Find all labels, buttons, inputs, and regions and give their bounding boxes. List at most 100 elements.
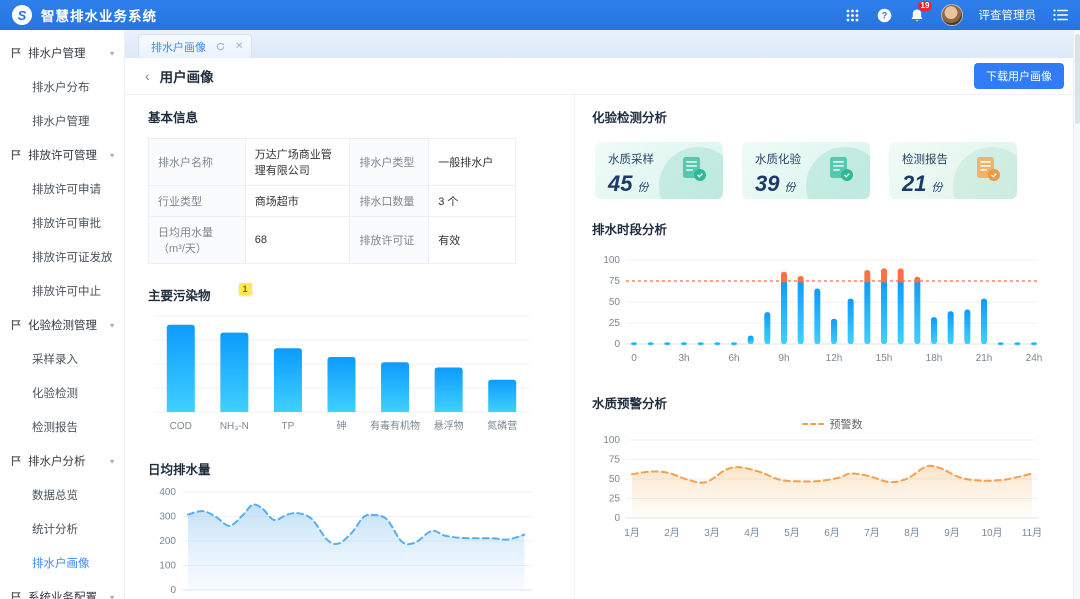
basic-info-table: 排水户名称 万达广场商业管理有限公司 排水户类型 一般排水户 行业类型 商场超市 排水口数量… bbox=[148, 138, 516, 264]
card-value: 21 份 bbox=[902, 171, 943, 196]
pollutants-chart: COD NH₃-N TP 砷 有毒有机物 悬浮物 氮磷营 bbox=[148, 310, 554, 447]
sidebar-item[interactable]: 排放许可证发放 bbox=[32, 252, 113, 264]
flag-icon bbox=[10, 47, 22, 59]
time-analysis-title: 排水时段分析 bbox=[592, 223, 668, 237]
back-chevron-icon[interactable]: ‹ bbox=[145, 68, 150, 84]
sidebar-group[interactable]: 系统业务配置 ▼ bbox=[0, 580, 124, 599]
svg-text:9h: 9h bbox=[778, 353, 789, 364]
sidebar-nav: 排水户管理 ▼ 排水户分布排水户管理排放许可管理 ▼ 排放许可申请 排放许可审批 排放许可证… bbox=[0, 30, 125, 599]
left-column: 基本信息 排水户名称 万达广场商业管理有限公司 排水户类型 一般排水户 行业类型 商场超市… bbox=[125, 95, 575, 599]
svg-text:25: 25 bbox=[609, 318, 621, 329]
card-title: 水质化验 bbox=[755, 154, 801, 166]
svg-text:TP: TP bbox=[282, 421, 295, 432]
scrollbar-track[interactable] bbox=[1073, 30, 1080, 599]
info-value: 一般排水户 bbox=[428, 138, 516, 186]
svg-text:砷: 砷 bbox=[337, 420, 347, 432]
stat-card[interactable]: 水质采样 45 份 bbox=[595, 142, 723, 199]
sidebar-item[interactable]: 排水户分布 bbox=[32, 82, 90, 94]
warning-analysis-title: 水质预警分析 bbox=[592, 397, 668, 411]
svg-text:NH₃-N: NH₃-N bbox=[220, 421, 249, 432]
document-teal-icon bbox=[824, 155, 858, 190]
svg-text:300: 300 bbox=[159, 512, 176, 523]
info-label: 排水口数量 bbox=[349, 185, 430, 217]
flag-icon bbox=[10, 319, 22, 331]
notification-bell-icon[interactable]: 19 bbox=[909, 1, 933, 23]
daily-volume-chart: 400300200100011-0111-0211-0311-0411-0511… bbox=[148, 484, 554, 599]
svg-text:50: 50 bbox=[609, 474, 621, 485]
svg-text:18h: 18h bbox=[926, 353, 943, 364]
svg-text:10月: 10月 bbox=[981, 527, 1002, 539]
user-avatar[interactable] bbox=[940, 4, 963, 26]
sidebar-group[interactable]: 排水户分析 ▼ bbox=[0, 444, 124, 478]
header-actions: ? 19 评查管理员 bbox=[845, 1, 1069, 26]
svg-text:0: 0 bbox=[614, 339, 620, 350]
svg-text:50: 50 bbox=[609, 297, 621, 308]
info-value: 万达广场商业管理有限公司 bbox=[244, 138, 351, 186]
svg-text:COD: COD bbox=[170, 421, 192, 432]
card-value: 39 份 bbox=[755, 171, 796, 196]
svg-text:24h: 24h bbox=[1026, 353, 1043, 364]
sidebar-item[interactable]: 排放许可申请 bbox=[32, 184, 101, 196]
sidebar-item[interactable]: 化验检测 bbox=[32, 388, 78, 400]
tab-close-icon[interactable]: ✕ bbox=[235, 41, 244, 52]
sidebar-item[interactable]: 检测报告 bbox=[32, 422, 78, 434]
svg-text:6h: 6h bbox=[728, 353, 739, 364]
sidebar-item[interactable]: 排放许可审批 bbox=[32, 218, 101, 230]
svg-text:11月: 11月 bbox=[1022, 527, 1042, 539]
stat-card[interactable]: 检测报告 21 份 bbox=[889, 142, 1017, 199]
sidebar-item[interactable]: 采样录入 bbox=[32, 354, 78, 366]
tab-drainage-portrait[interactable]: 排水户画像 ✕ bbox=[138, 34, 253, 58]
sidebar-group[interactable]: 排水户管理 ▼ bbox=[0, 36, 124, 70]
sidebar-item[interactable]: 排放许可中止 bbox=[32, 286, 101, 298]
table-row: 行业类型 商场超市 排水口数量 3 个 bbox=[148, 185, 516, 217]
stat-card[interactable]: 水质化验 39 份 bbox=[742, 142, 870, 199]
svg-text:100: 100 bbox=[159, 561, 176, 572]
sidebar-item[interactable]: 排水户画像 bbox=[32, 558, 90, 570]
legend-dash-icon bbox=[801, 423, 824, 425]
svg-text:9月: 9月 bbox=[944, 527, 960, 539]
flag-icon bbox=[10, 591, 22, 599]
sidebar-group[interactable]: 化验检测管理 ▼ bbox=[0, 308, 124, 342]
right-column: 化验检测分析 水质采样 45 份 水质化验 39 份 检测报告 21 份 排水时段分析 100 7… bbox=[575, 95, 1080, 599]
sidebar-group[interactable]: 排放许可管理 ▼ bbox=[0, 138, 124, 172]
sidebar-item[interactable]: 统计分析 bbox=[32, 524, 78, 536]
svg-text:0: 0 bbox=[614, 513, 620, 524]
tab-refresh-icon[interactable] bbox=[216, 42, 225, 51]
pollutants-title: 主要污染物 1 bbox=[148, 282, 554, 304]
help-icon[interactable]: ? bbox=[877, 7, 893, 23]
menu-list-icon[interactable] bbox=[1052, 7, 1068, 23]
apps-grid-icon[interactable] bbox=[845, 7, 861, 23]
daily-volume-title: 日均排水量 bbox=[148, 463, 211, 477]
logo-letter: S bbox=[17, 7, 27, 23]
scrollbar-thumb[interactable] bbox=[1075, 34, 1080, 124]
download-portrait-button[interactable]: 下载用户画像 bbox=[974, 63, 1064, 89]
sidebar-item[interactable]: 排水户管理 bbox=[32, 116, 90, 128]
table-row: 排水户名称 万达广场商业管理有限公司 排水户类型 一般排水户 bbox=[148, 138, 516, 186]
warning-analysis-chart: 100 75 50 25 0 1月 2月 3月 4月 5月 6月 7月 8月 9月 10月 11月 bbox=[592, 432, 1072, 549]
svg-text:0: 0 bbox=[170, 585, 176, 596]
chevron-down-icon: ▼ bbox=[108, 151, 116, 159]
lab-analysis-title: 化验检测分析 bbox=[592, 111, 668, 125]
top-header: S 智慧排水业务系统 ? 19 评查管理员 bbox=[0, 0, 1080, 30]
document-orange-icon bbox=[971, 155, 1005, 190]
svg-text:0: 0 bbox=[631, 353, 637, 364]
info-value: 有效 bbox=[428, 216, 516, 264]
info-value: 商场超市 bbox=[244, 185, 351, 217]
svg-text:400: 400 bbox=[159, 487, 176, 498]
sidebar-item[interactable]: 数据总览 bbox=[32, 490, 78, 502]
app-logo-icon: S bbox=[12, 5, 32, 25]
pollutants-tip-badge: 1 bbox=[238, 282, 252, 295]
info-value: 68 bbox=[244, 216, 351, 264]
notification-badge: 19 bbox=[917, 1, 933, 11]
svg-text:6月: 6月 bbox=[824, 527, 840, 539]
svg-text:悬浮物: 悬浮物 bbox=[434, 419, 464, 432]
svg-text:有毒有机物: 有毒有机物 bbox=[370, 419, 420, 432]
svg-text:2月: 2月 bbox=[664, 527, 680, 539]
document-teal-icon bbox=[677, 155, 711, 190]
app-title: 智慧排水业务系统 bbox=[41, 9, 157, 24]
svg-text:8月: 8月 bbox=[904, 527, 920, 539]
svg-text:7月: 7月 bbox=[864, 527, 880, 539]
page-title: 用户画像 bbox=[159, 70, 214, 85]
info-label: 日均用水量（m³/天） bbox=[148, 216, 246, 264]
